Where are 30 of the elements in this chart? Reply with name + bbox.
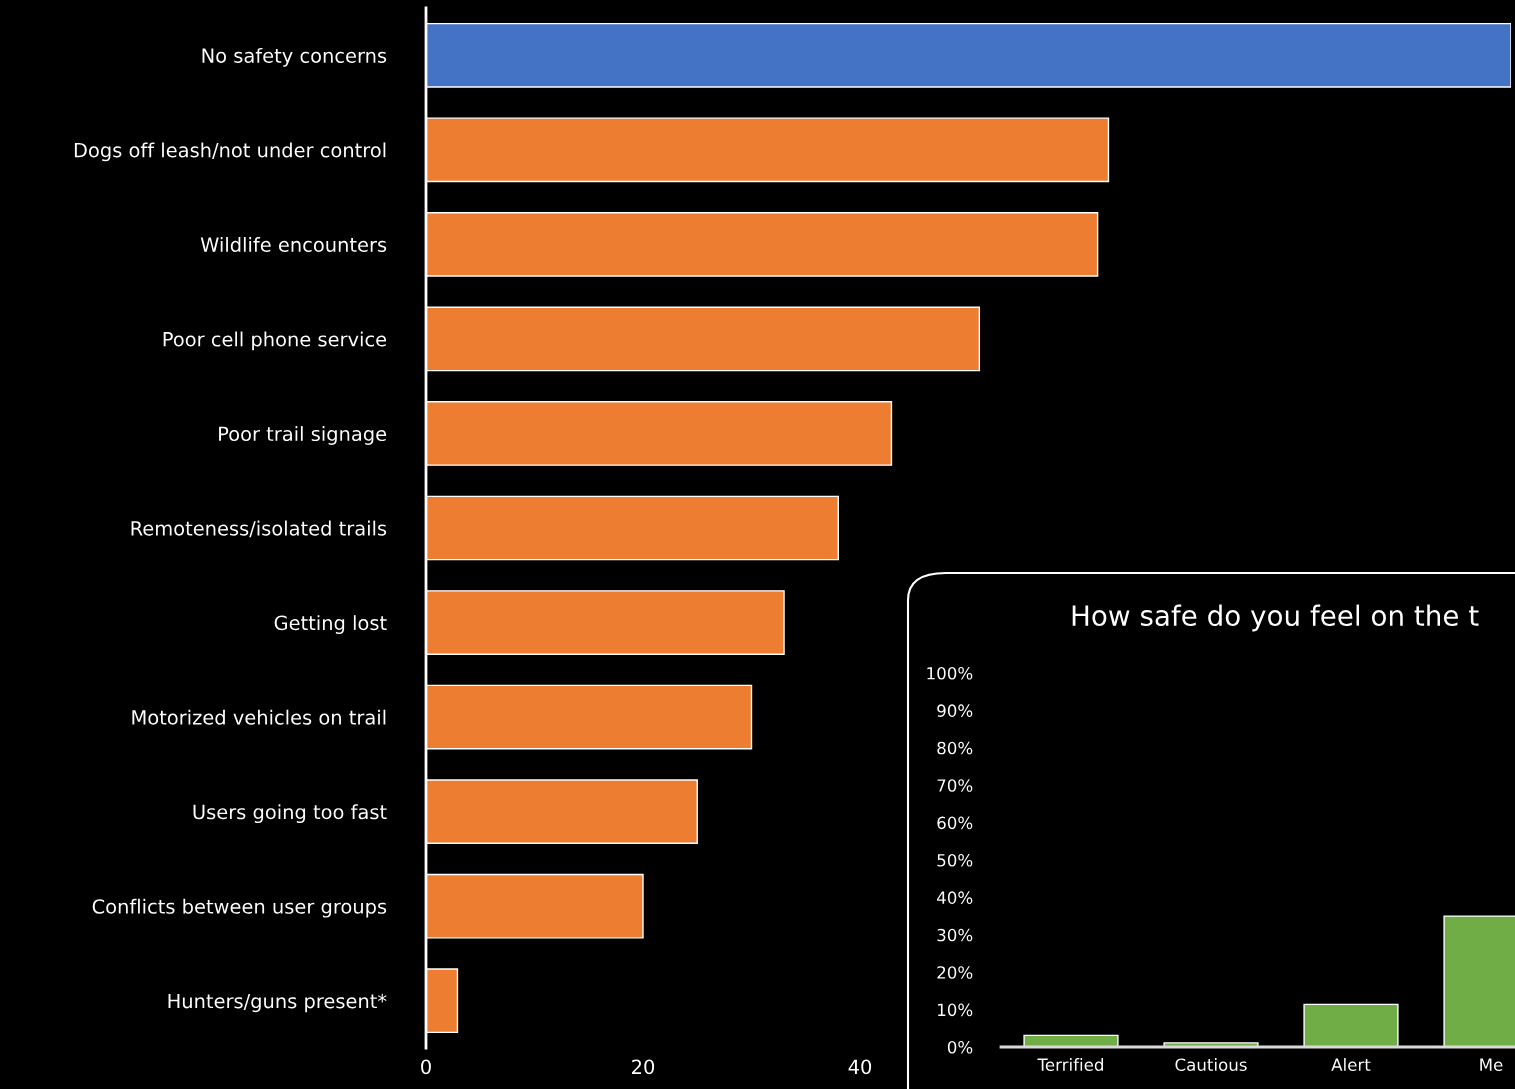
y-tick-label: Dogs off leash/not under control: [74, 142, 386, 162]
y-tick-label: 100%: [927, 666, 973, 680]
y-tick-label: No safety concerns: [202, 47, 387, 67]
y-tick-label: Wildlife encounters: [200, 236, 387, 253]
y-tick-label: 30%: [937, 928, 973, 942]
y-tick-label: 0%: [947, 1040, 973, 1054]
y-tick-label: Conflicts between user groups: [92, 898, 387, 918]
y-tick-label: 70%: [937, 779, 973, 792]
x-tick-label: Me: [1480, 1058, 1503, 1072]
y-tick-label: 10%: [938, 1003, 973, 1017]
y-tick-label: 20%: [937, 966, 973, 979]
y-tick-label: 40%: [936, 891, 973, 904]
y-tick-label: 60%: [937, 816, 973, 830]
y-tick-label: 90%: [937, 704, 973, 717]
chart-title: How safe do you feel on the t: [1072, 604, 1479, 632]
y-tick-label: Motorized vehicles on trail: [132, 709, 386, 725]
y-tick-label: Getting lost: [274, 615, 387, 634]
x-tick-label: Cautious: [1175, 1058, 1247, 1072]
x-tick-label: 0: [421, 1059, 431, 1075]
y-tick-label: Poor cell phone service: [163, 331, 387, 351]
y-tick-label: Remoteness/isolated trails: [131, 520, 387, 538]
y-tick-label: Poor trail signage: [219, 426, 387, 445]
y-tick-label: Hunters/guns present*: [168, 993, 387, 1013]
x-tick-label: Terrified: [1037, 1058, 1103, 1072]
y-tick-label: 80%: [937, 741, 973, 755]
y-tick-label: 50%: [937, 853, 973, 867]
x-tick-label: 20: [632, 1059, 655, 1075]
y-tick-label: Users going too fast: [193, 804, 387, 824]
x-tick-label: Alert: [1331, 1058, 1371, 1072]
x-tick-label: 40: [848, 1059, 872, 1075]
